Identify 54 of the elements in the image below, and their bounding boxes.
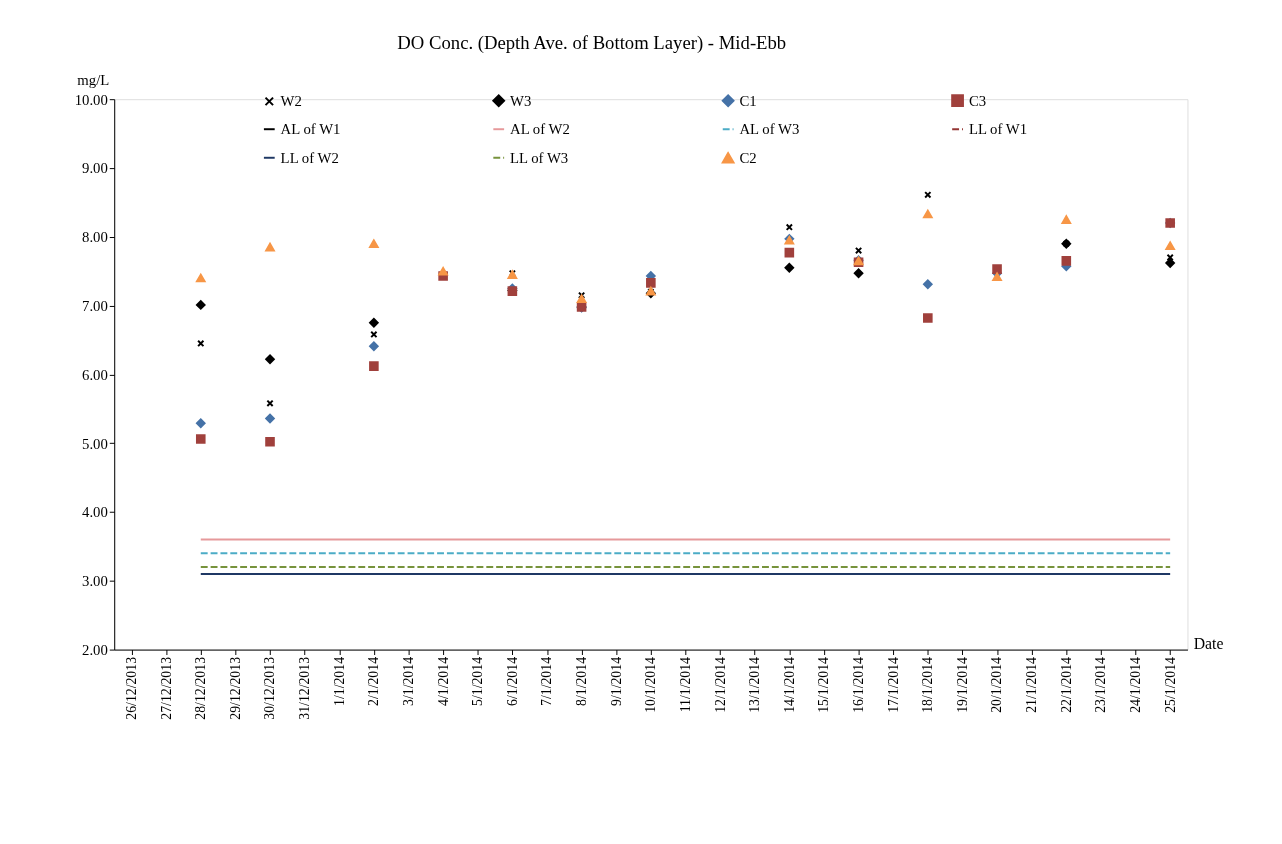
x-tick-label: 10/1/2014 xyxy=(643,656,659,713)
y-tick-label: 2.00 xyxy=(82,642,108,659)
y-axis-title: mg/L xyxy=(77,71,110,88)
legend-label: C3 xyxy=(968,92,987,109)
x-tick-label: 6/1/2014 xyxy=(504,656,520,706)
x-tick-label: 30/12/2013 xyxy=(262,656,278,720)
x-tick-label: 13/1/2014 xyxy=(747,656,763,713)
y-tick-label: 9.00 xyxy=(82,160,108,177)
x-tick-label: 23/1/2014 xyxy=(1093,656,1109,713)
legend-label: AL of W3 xyxy=(739,121,800,138)
x-tick-label: 14/1/2014 xyxy=(781,656,797,713)
legend-label: LL of W3 xyxy=(510,149,569,166)
x-tick-label: 8/1/2014 xyxy=(574,656,590,706)
x-tick-label: 11/1/2014 xyxy=(677,656,693,713)
x-tick-label: 17/1/2014 xyxy=(885,656,901,713)
x-tick-label: 31/12/2013 xyxy=(297,656,313,720)
x-tick-label: 28/12/2013 xyxy=(193,656,209,720)
x-tick-label: 12/1/2014 xyxy=(712,656,728,713)
x-tick-label: 20/1/2014 xyxy=(989,656,1005,713)
y-tick-label: 5.00 xyxy=(82,435,108,452)
x-tick-label: 7/1/2014 xyxy=(539,656,555,706)
y-tick-label: 6.00 xyxy=(82,366,108,383)
legend-label: C1 xyxy=(739,92,757,109)
x-tick-label: 3/1/2014 xyxy=(400,656,416,706)
y-tick-label: 10.00 xyxy=(74,91,108,108)
legend-label: LL of W1 xyxy=(968,121,1028,138)
x-tick-label: 26/12/2013 xyxy=(123,656,139,720)
x-tick-label: 18/1/2014 xyxy=(920,656,936,713)
x-tick-label: 2/1/2014 xyxy=(366,656,382,706)
x-tick-label: 1/1/2014 xyxy=(331,656,347,706)
x-axis-title: Date xyxy=(1193,635,1224,653)
y-tick-label: 4.00 xyxy=(82,504,108,521)
x-tick-label: 5/1/2014 xyxy=(470,656,486,706)
legend-label: AL of W1 xyxy=(280,121,341,138)
x-tick-label: 4/1/2014 xyxy=(435,656,451,706)
x-tick-label: 19/1/2014 xyxy=(954,656,970,713)
x-tick-label: 27/12/2013 xyxy=(158,656,174,720)
x-tick-label: 15/1/2014 xyxy=(816,656,832,713)
x-tick-label: 22/1/2014 xyxy=(1058,656,1074,713)
chart-title: DO Conc. (Depth Ave. of Bottom Layer) - Mid-Ebb xyxy=(397,31,787,54)
x-tick-label: 21/1/2014 xyxy=(1024,656,1040,713)
y-tick-label: 7.00 xyxy=(82,298,108,315)
legend-label: W2 xyxy=(280,93,302,110)
x-tick-label: 16/1/2014 xyxy=(851,656,866,713)
x-tick-label: 25/1/2014 xyxy=(1162,656,1178,713)
legend-label: AL of W2 xyxy=(510,121,570,138)
legend-label: C2 xyxy=(739,149,757,166)
y-tick-label: 3.00 xyxy=(82,573,108,590)
x-tick-label: 9/1/2014 xyxy=(608,656,624,706)
y-tick-label: 8.00 xyxy=(82,229,108,246)
x-tick-label: 29/12/2013 xyxy=(227,656,243,720)
x-tick-label: 24/1/2014 xyxy=(1127,656,1143,713)
legend-label: W3 xyxy=(510,92,532,109)
legend-label: LL of W2 xyxy=(280,149,339,166)
